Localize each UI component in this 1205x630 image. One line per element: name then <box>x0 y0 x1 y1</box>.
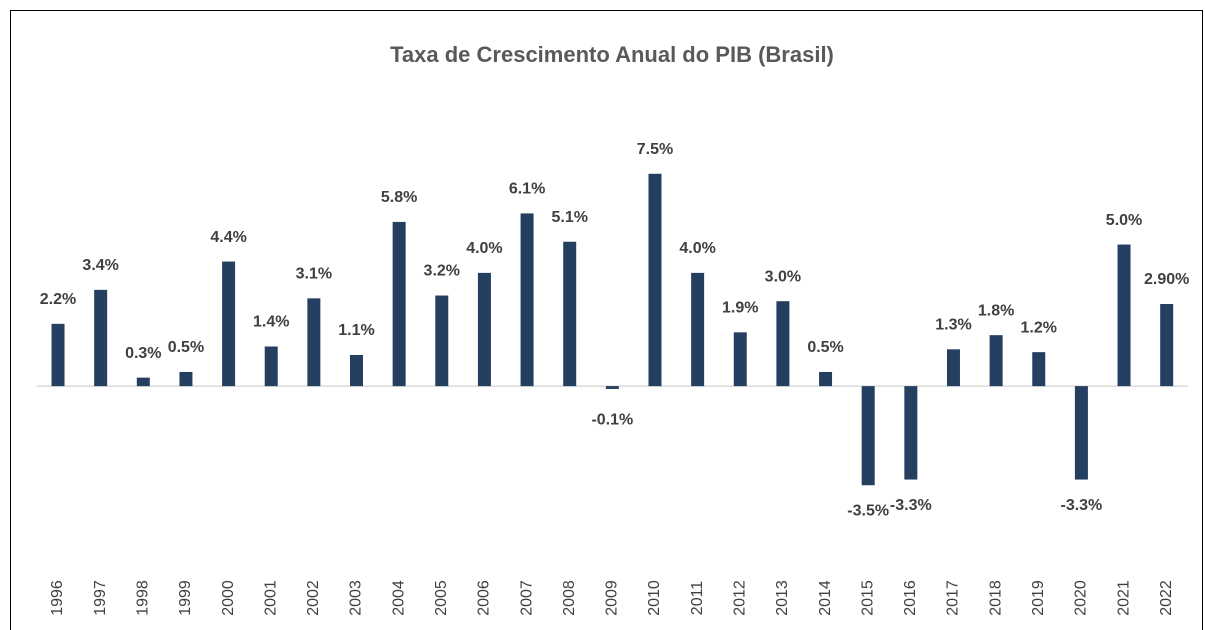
bar <box>1117 244 1131 387</box>
bar <box>477 272 491 387</box>
bar <box>94 289 108 387</box>
x-tick-label: 2015 <box>859 580 876 616</box>
value-label: 1.3% <box>935 317 971 334</box>
bar <box>819 371 833 387</box>
value-label: -3.3% <box>890 497 932 514</box>
x-tick-label: 2019 <box>1030 580 1047 616</box>
value-label: 0.5% <box>807 339 843 356</box>
bar <box>307 298 321 387</box>
x-tick-label: 2000 <box>220 580 237 616</box>
bar <box>222 261 236 387</box>
value-label: 3.2% <box>424 263 460 280</box>
bar <box>691 272 705 387</box>
value-label: 1.8% <box>978 302 1014 319</box>
bar <box>1074 386 1088 480</box>
x-tick-label: 2018 <box>987 580 1004 616</box>
bar <box>350 354 364 387</box>
x-tick-label: 2001 <box>262 580 279 616</box>
value-label: 3.1% <box>296 266 332 283</box>
bar <box>51 323 65 387</box>
bar <box>861 386 875 486</box>
value-label: 3.4% <box>82 257 118 274</box>
value-label: 3.0% <box>765 268 801 285</box>
value-label: -0.1% <box>591 411 633 428</box>
x-tick-label: 2007 <box>518 580 535 616</box>
value-label: 2.90% <box>1144 271 1189 288</box>
x-tick-label: 2005 <box>433 580 450 616</box>
bar <box>946 349 960 387</box>
x-tick-label: 2002 <box>305 580 322 616</box>
value-label: 4.4% <box>210 229 246 246</box>
chart-title: Taxa de Crescimento Anual do PIB (Brasil… <box>390 42 834 67</box>
x-tick-label: 2008 <box>561 580 578 616</box>
x-tick-label: 2021 <box>1115 580 1132 616</box>
chart-border <box>10 10 1203 630</box>
x-tick-label: 2014 <box>817 580 834 616</box>
value-label: 7.5% <box>637 141 673 158</box>
x-tick-label: 2016 <box>902 580 919 616</box>
x-tick-label: 2020 <box>1073 580 1090 616</box>
x-tick-label: 1996 <box>49 580 66 616</box>
bar <box>136 377 150 387</box>
value-label: 1.4% <box>253 314 289 331</box>
bar <box>1160 304 1174 387</box>
value-label: 4.0% <box>679 240 715 257</box>
x-tick-label: 2012 <box>731 580 748 616</box>
value-label: 5.8% <box>381 189 417 206</box>
bar <box>776 301 790 387</box>
value-label: 5.0% <box>1106 212 1142 229</box>
bar <box>563 241 577 387</box>
value-label: 1.9% <box>722 300 758 317</box>
bar <box>264 346 278 387</box>
x-tick-label: 1998 <box>135 580 152 616</box>
bar <box>733 332 747 387</box>
bar <box>435 295 449 387</box>
x-tick-label: 2013 <box>774 580 791 616</box>
x-tick-label: 1999 <box>177 580 194 616</box>
x-tick-label: 2006 <box>476 580 493 616</box>
x-tick-label: 2011 <box>689 581 706 616</box>
value-label: -3.3% <box>1060 497 1102 514</box>
value-label: 0.3% <box>125 345 161 362</box>
value-label: 5.1% <box>551 209 587 226</box>
value-label: 0.5% <box>168 339 204 356</box>
value-label: 6.1% <box>509 181 545 198</box>
x-tick-label: 1997 <box>92 580 109 616</box>
value-label: 4.0% <box>466 240 502 257</box>
x-tick-label: 2022 <box>1158 580 1175 616</box>
bar <box>605 386 619 389</box>
bar <box>989 335 1003 387</box>
bar <box>904 386 918 480</box>
value-label: 2.2% <box>40 291 76 308</box>
value-label: -3.5% <box>847 502 889 519</box>
x-tick-label: 2009 <box>604 580 621 616</box>
bar <box>520 213 534 387</box>
x-tick-label: 2003 <box>348 580 365 616</box>
x-tick-label: 2004 <box>390 580 407 616</box>
x-tick-label: 2017 <box>945 580 962 616</box>
value-label: 1.1% <box>338 322 374 339</box>
bar <box>392 221 406 387</box>
bar <box>648 173 662 387</box>
bar <box>179 371 193 387</box>
bar <box>1032 352 1046 387</box>
value-label: 1.2% <box>1021 319 1057 336</box>
x-tick-label: 2010 <box>646 580 663 616</box>
